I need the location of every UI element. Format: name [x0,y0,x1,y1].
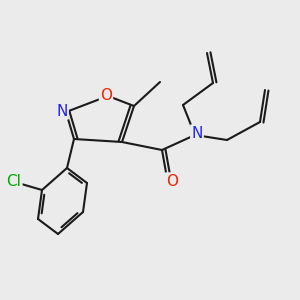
Text: Cl: Cl [7,175,21,190]
Text: N: N [56,103,68,118]
Text: O: O [100,88,112,103]
Text: O: O [166,173,178,188]
Text: N: N [191,125,203,140]
